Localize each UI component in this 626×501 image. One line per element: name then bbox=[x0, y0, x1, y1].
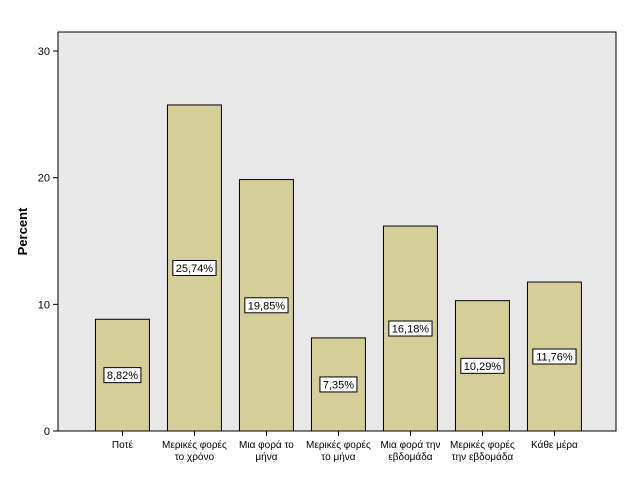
x-tick-label: Μερικές φορές το χρόνο bbox=[162, 439, 227, 463]
x-tick-label: Μια φορά το μήνα bbox=[239, 439, 294, 463]
data-label-box bbox=[388, 320, 433, 337]
y-axis-label: Percent bbox=[15, 207, 30, 255]
y-tick-label: 30 bbox=[38, 46, 50, 58]
x-axis: Ποτέ Μερικές φορές το χρόνο Μια φορά το μήνα… bbox=[112, 431, 578, 463]
data-label: 19,85% bbox=[248, 300, 286, 312]
x-tick-label: Μια φορά την εβδομάδα bbox=[380, 439, 440, 463]
data-label-box bbox=[460, 357, 505, 374]
bars: 8,82% 25,74% 19,85% 7,35% 16,18% 10,29% 11,76% bbox=[94, 104, 582, 432]
y-tick-label: 20 bbox=[38, 173, 50, 185]
data-label: 8,82% bbox=[107, 370, 138, 382]
x-tick-label: Ποτέ bbox=[112, 439, 134, 451]
data-label-box bbox=[244, 297, 289, 314]
data-label: 16,18% bbox=[392, 324, 430, 336]
data-label-box bbox=[103, 367, 142, 384]
x-tick-label: Μερικές φορές την εβδομάδα bbox=[450, 439, 515, 463]
y-axis: 0 10 20 30 bbox=[38, 32, 59, 438]
x-tick-label: Μερικές φορές το μήνα bbox=[306, 439, 371, 463]
data-label: 25,74% bbox=[176, 263, 214, 275]
data-label-box bbox=[319, 376, 358, 393]
data-label-box bbox=[532, 348, 577, 365]
y-tick-label: 10 bbox=[38, 299, 50, 311]
data-label: 11,76% bbox=[536, 352, 573, 364]
data-label: 7,35% bbox=[323, 379, 354, 391]
x-tick-label: Κάθε μέρα bbox=[531, 439, 578, 451]
y-tick-label: 0 bbox=[44, 426, 50, 438]
data-label: 10,29% bbox=[464, 361, 502, 373]
data-label-box bbox=[172, 259, 217, 276]
